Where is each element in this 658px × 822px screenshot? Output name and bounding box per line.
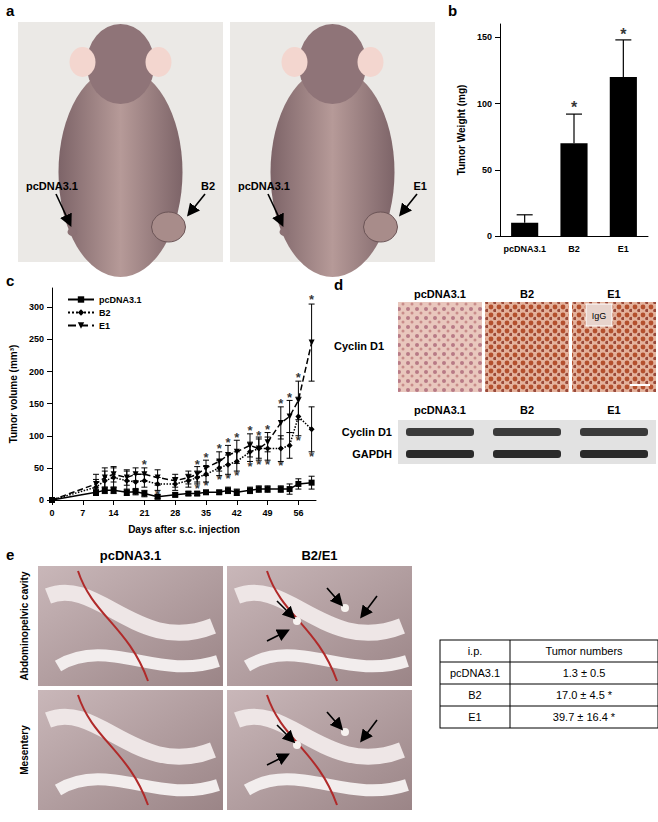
svg-text:*: * [265,457,271,472]
svg-text:B2: B2 [468,689,481,701]
svg-text:21: 21 [139,508,149,518]
svg-text:*: * [195,481,201,496]
svg-text:14: 14 [109,508,119,518]
svg-text:Cyclin D1: Cyclin D1 [342,426,392,438]
svg-text:100: 100 [29,431,44,441]
svg-text:E1: E1 [414,180,427,192]
svg-text:35: 35 [201,508,211,518]
svg-text:B2: B2 [520,404,534,416]
svg-text:a: a [6,2,15,19]
svg-text:*: * [309,449,315,464]
svg-text:pcDNA3.1: pcDNA3.1 [100,548,161,563]
svg-text:250: 250 [29,334,44,344]
svg-text:200: 200 [29,367,44,377]
svg-text:*: * [247,423,253,438]
svg-text:*: * [278,396,284,411]
svg-text:Abdominopelvic cavity: Abdominopelvic cavity [19,571,30,680]
svg-text:50: 50 [34,463,44,473]
svg-text:*: * [142,457,148,472]
svg-text:1.3 ± 0.5: 1.3 ± 0.5 [563,667,606,679]
svg-text:Tumor numbers: Tumor numbers [545,645,623,657]
svg-text:28: 28 [170,508,180,518]
svg-text:100: 100 [477,99,492,109]
svg-text:E1: E1 [618,244,629,254]
svg-text:B2: B2 [99,308,111,318]
svg-text:B2/E1: B2/E1 [301,548,337,563]
svg-text:*: * [225,471,231,486]
svg-text:49: 49 [263,508,273,518]
svg-text:pcDNA3.1: pcDNA3.1 [414,404,466,416]
svg-text:Days after s.c. injection: Days after s.c. injection [128,524,240,535]
svg-text:Cyclin D1: Cyclin D1 [334,340,384,352]
svg-text:*: * [296,370,302,385]
svg-text:50: 50 [482,165,492,175]
svg-text:GAPDH: GAPDH [352,448,392,460]
svg-text:B2: B2 [201,180,215,192]
svg-text:7: 7 [80,508,85,518]
svg-text:*: * [265,422,271,437]
svg-text:*: * [203,450,209,465]
svg-text:*: * [155,487,161,502]
svg-text:*: * [256,457,262,472]
svg-text:E1: E1 [607,404,620,416]
svg-text:B2: B2 [568,244,580,254]
svg-text:E1: E1 [468,711,481,723]
svg-text:c: c [6,272,14,289]
svg-text:i.p.: i.p. [468,645,483,657]
svg-text:IgG: IgG [592,311,607,321]
svg-text:*: * [217,441,223,456]
svg-text:*: * [278,458,284,473]
svg-text:*: * [287,390,293,405]
svg-text:*: * [195,457,201,472]
svg-text:17.0 ± 4.5 *: 17.0 ± 4.5 * [556,689,613,701]
svg-text:*: * [296,433,302,448]
svg-text:Tumor Weight (mg): Tumor Weight (mg) [456,85,467,176]
svg-text:E1: E1 [607,288,620,300]
svg-text:Mesentery: Mesentery [19,725,30,775]
svg-text:*: * [217,472,223,487]
svg-text:B2: B2 [520,288,534,300]
svg-text:d: d [334,276,343,293]
svg-text:pcDNA3.1: pcDNA3.1 [503,244,546,254]
svg-text:pcDNA3.1: pcDNA3.1 [99,295,142,305]
svg-text:150: 150 [29,399,44,409]
svg-text:0: 0 [39,495,44,505]
svg-text:E1: E1 [99,321,110,331]
svg-text:56: 56 [293,508,303,518]
svg-text:pcDNA3.1: pcDNA3.1 [238,180,290,192]
svg-text:42: 42 [232,508,242,518]
svg-text:e: e [6,546,14,563]
svg-text:0: 0 [49,508,54,518]
svg-text:Tumor volume (mm³): Tumor volume (mm³) [8,345,19,444]
svg-text:300: 300 [29,302,44,312]
svg-text:*: * [234,468,240,483]
svg-text:39.7 ± 16.4 *: 39.7 ± 16.4 * [553,711,616,723]
svg-text:pcDNA3.1: pcDNA3.1 [450,667,500,679]
svg-text:150: 150 [477,32,492,42]
svg-text:pcDNA3.1: pcDNA3.1 [26,180,78,192]
svg-text:*: * [256,428,262,443]
svg-text:*: * [247,459,253,474]
svg-text:*: * [225,435,231,450]
svg-text:*: * [309,292,315,307]
svg-text:b: b [448,2,457,19]
svg-text:*: * [571,99,578,116]
svg-text:0: 0 [487,231,492,241]
svg-text:*: * [234,430,240,445]
svg-text:pcDNA3.1: pcDNA3.1 [414,288,466,300]
